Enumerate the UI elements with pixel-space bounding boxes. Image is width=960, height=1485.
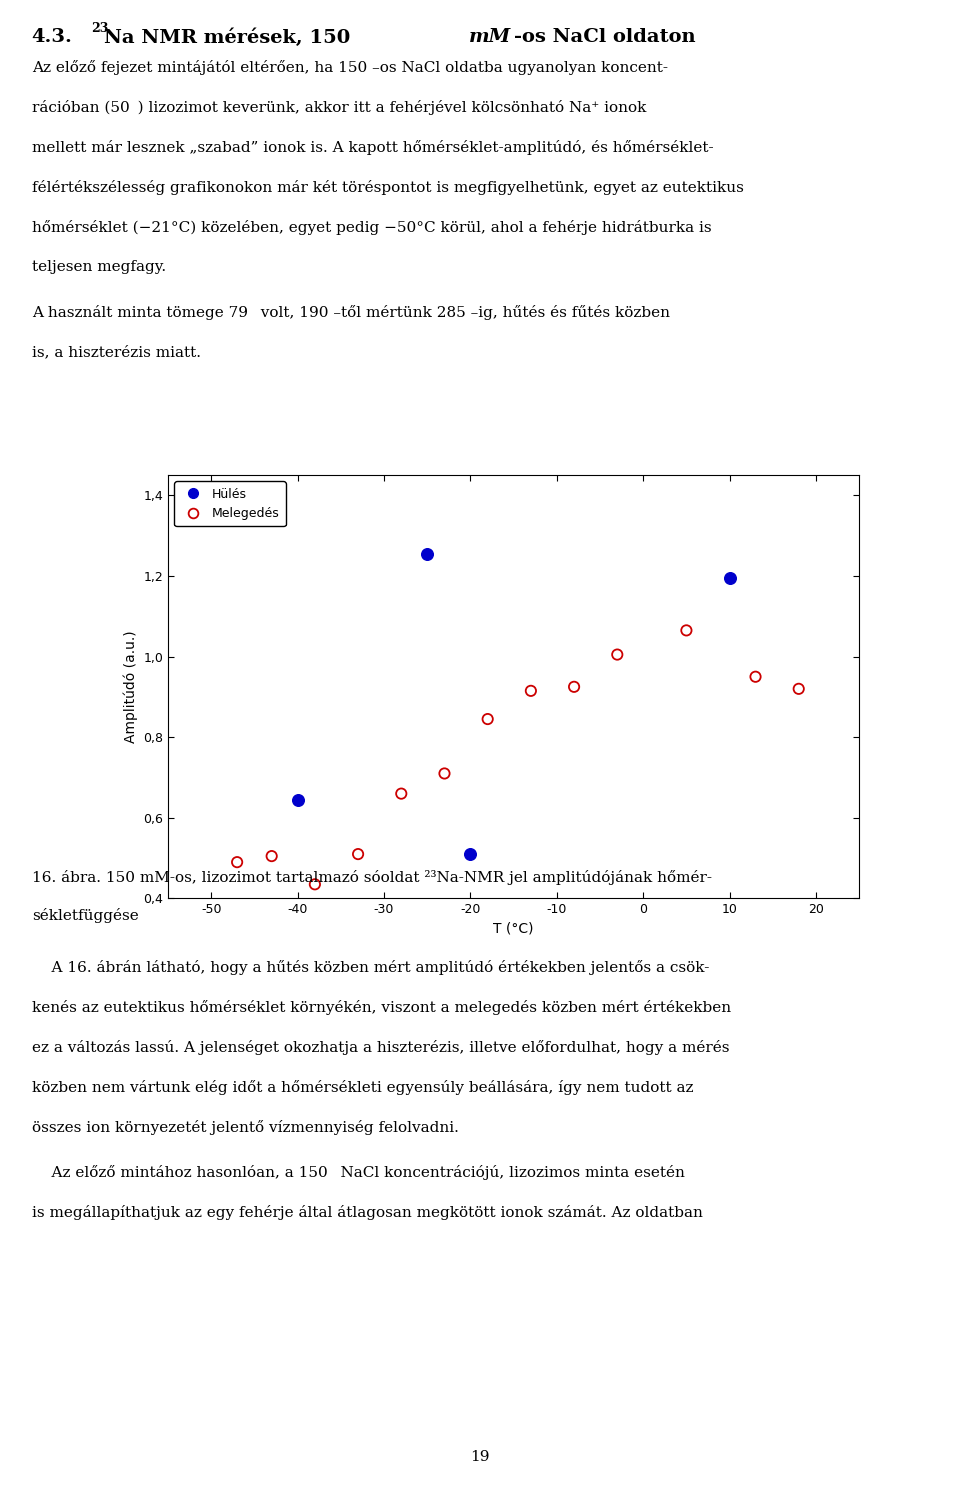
Text: sékletfüggése: sékletfüggése <box>32 907 138 924</box>
Text: 16. ábra. 150 mM-os, lizozimot tartalmazó sóoldat ²³Na-NMR jel amplitúdójának hő: 16. ábra. 150 mM-os, lizozimot tartalmaz… <box>32 870 711 885</box>
Text: A használt minta tömege 79   volt, 190 –től mértünk 285 –ig, hűtés és fűtés közb: A használt minta tömege 79 volt, 190 –tő… <box>32 304 670 319</box>
X-axis label: T (°C): T (°C) <box>493 922 534 936</box>
Text: hőmérséklet (−21°C) közelében, egyet pedig −50°C körül, ahol a fehérje hidrátbur: hőmérséklet (−21°C) közelében, egyet ped… <box>32 220 711 235</box>
Point <box>437 762 452 786</box>
Text: kenés az eutektikus hőmérséklet környékén, viszont a melegedés közben mért érték: kenés az eutektikus hőmérséklet környéké… <box>32 999 731 1016</box>
Point <box>480 707 495 731</box>
Text: közben nem vártunk elég időt a hőmérsékleti egyensúly beállására, így nem tudott: közben nem vártunk elég időt a hőmérsékl… <box>32 1080 693 1094</box>
Legend: Hülés, Melegedés: Hülés, Melegedés <box>175 481 286 526</box>
Text: A 16. ábrán látható, hogy a hűtés közben mért amplitúdó értékekben jelentős a cs: A 16. ábrán látható, hogy a hűtés közben… <box>32 959 709 976</box>
Text: 23: 23 <box>91 22 108 36</box>
Point <box>229 851 245 875</box>
Point <box>791 677 806 701</box>
Text: is megállapíthatjuk az egy fehérje által átlagosan megkötött ionok számát. Az ol: is megállapíthatjuk az egy fehérje által… <box>32 1204 703 1221</box>
Text: összes ion környezetét jelentő vízmennyiség felolvadni.: összes ion környezetét jelentő vízmennyi… <box>32 1120 459 1135</box>
Text: mellett már lesznek „szabad” ionok is. A kapott hőmérséklet-amplitúdó, és hőmérs: mellett már lesznek „szabad” ionok is. A… <box>32 140 713 154</box>
Point <box>307 872 323 895</box>
Point <box>420 542 435 566</box>
Point <box>679 618 694 642</box>
Text: ez a változás lassú. A jelenséget okozhatja a hiszterézis, illetve előfordulhat,: ez a változás lassú. A jelenséget okozha… <box>32 1040 730 1054</box>
Point <box>290 787 305 811</box>
Point <box>610 643 625 667</box>
Y-axis label: Amplitúdó (a.u.): Amplitúdó (a.u.) <box>123 631 137 742</box>
Point <box>566 674 582 699</box>
Text: 4.3.: 4.3. <box>32 28 73 46</box>
Text: Na NMR mérések, 150: Na NMR mérések, 150 <box>104 28 357 46</box>
Point <box>350 842 366 866</box>
Text: Az előző fejezet mintájától eltérően, ha 150 –os NaCl oldatba ugyanolyan koncent: Az előző fejezet mintájától eltérően, ha… <box>32 59 667 76</box>
Point <box>264 843 279 867</box>
Text: teljesen megfagy.: teljesen megfagy. <box>32 260 166 275</box>
Point <box>463 842 478 866</box>
Text: Az előző mintához hasonlóan, a 150   NaCl koncentrációjú, lizozimos minta esetén: Az előző mintához hasonlóan, a 150 NaCl … <box>32 1166 684 1181</box>
Text: mM: mM <box>468 28 511 46</box>
Point <box>748 665 763 689</box>
Point <box>394 781 409 805</box>
Text: rációban (50  ) lizozimot keverünk, akkor itt a fehérjével kölcsönható Na⁺ ionok: rációban (50 ) lizozimot keverünk, akkor… <box>32 99 646 114</box>
Text: -os NaCl oldaton: -os NaCl oldaton <box>514 28 695 46</box>
Text: félértékszélesség grafikonokon már két töréspontot is megfigyelhetünk, egyet az : félértékszélesség grafikonokon már két t… <box>32 180 744 195</box>
Text: is, a hiszterézis miatt.: is, a hiszterézis miatt. <box>32 345 201 359</box>
Point <box>523 679 539 702</box>
Point <box>722 566 737 590</box>
Text: 19: 19 <box>470 1449 490 1464</box>
